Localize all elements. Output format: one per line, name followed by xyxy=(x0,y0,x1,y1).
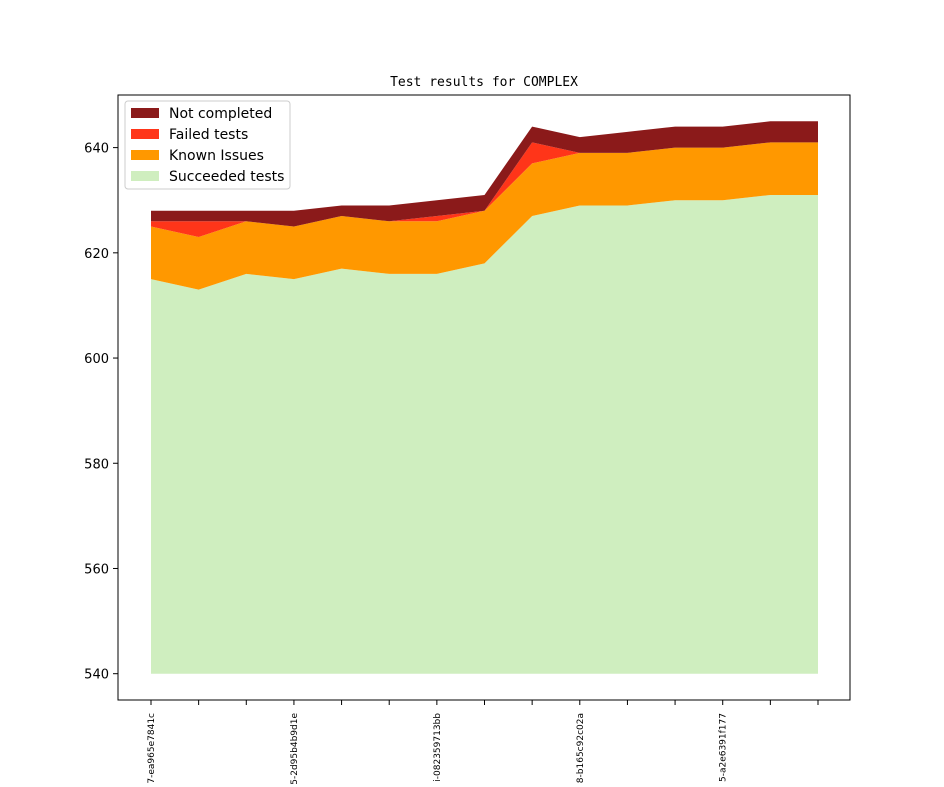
area-series-group xyxy=(151,121,818,674)
y-tick-label: 640 xyxy=(84,142,109,157)
legend: Not completed Failed tests Known Issues Suc… xyxy=(124,100,291,190)
area-not-completed xyxy=(151,121,818,227)
legend-label-succeeded-tests: Succeeded tests xyxy=(169,169,284,185)
area-succeeded-tests xyxy=(151,194,818,674)
legend-swatch-not-completed xyxy=(131,108,159,118)
x-tick-label: 5-2d95b4b9d1e xyxy=(290,713,300,785)
legend-label-not-completed: Not completed xyxy=(169,106,272,122)
legend-frame xyxy=(124,100,291,190)
y-tick-label: 540 xyxy=(84,668,109,683)
legend-swatch-known-issues xyxy=(131,150,159,160)
x-axis: 7-ea965e7841c 5-2d95b4b9d1e i-082359713bb 8… xyxy=(147,700,819,785)
y-tick-label: 600 xyxy=(84,352,109,367)
x-tick-label: 7-ea965e7841c xyxy=(147,713,157,784)
y-tick-label: 620 xyxy=(84,247,109,262)
chart-title: Test results for COMPLEX xyxy=(390,75,578,90)
x-tick-label: 5-a2e6391f177 xyxy=(719,713,729,782)
y-tick-label: 560 xyxy=(84,562,109,577)
legend-label-failed-tests: Failed tests xyxy=(169,127,248,143)
legend-swatch-succeeded-tests xyxy=(131,171,159,181)
legend-swatch-failed-tests xyxy=(131,129,159,139)
x-tick-label: 8-b165c92c02a xyxy=(576,713,586,783)
area-known-issues xyxy=(151,142,818,290)
legend-label-known-issues: Known Issues xyxy=(169,148,264,164)
area-failed-tests xyxy=(151,142,818,238)
y-axis: 540 560 580 600 620 640 xyxy=(84,142,118,683)
y-tick-label: 580 xyxy=(84,457,109,472)
x-tick-label: i-082359713bb xyxy=(433,713,443,782)
